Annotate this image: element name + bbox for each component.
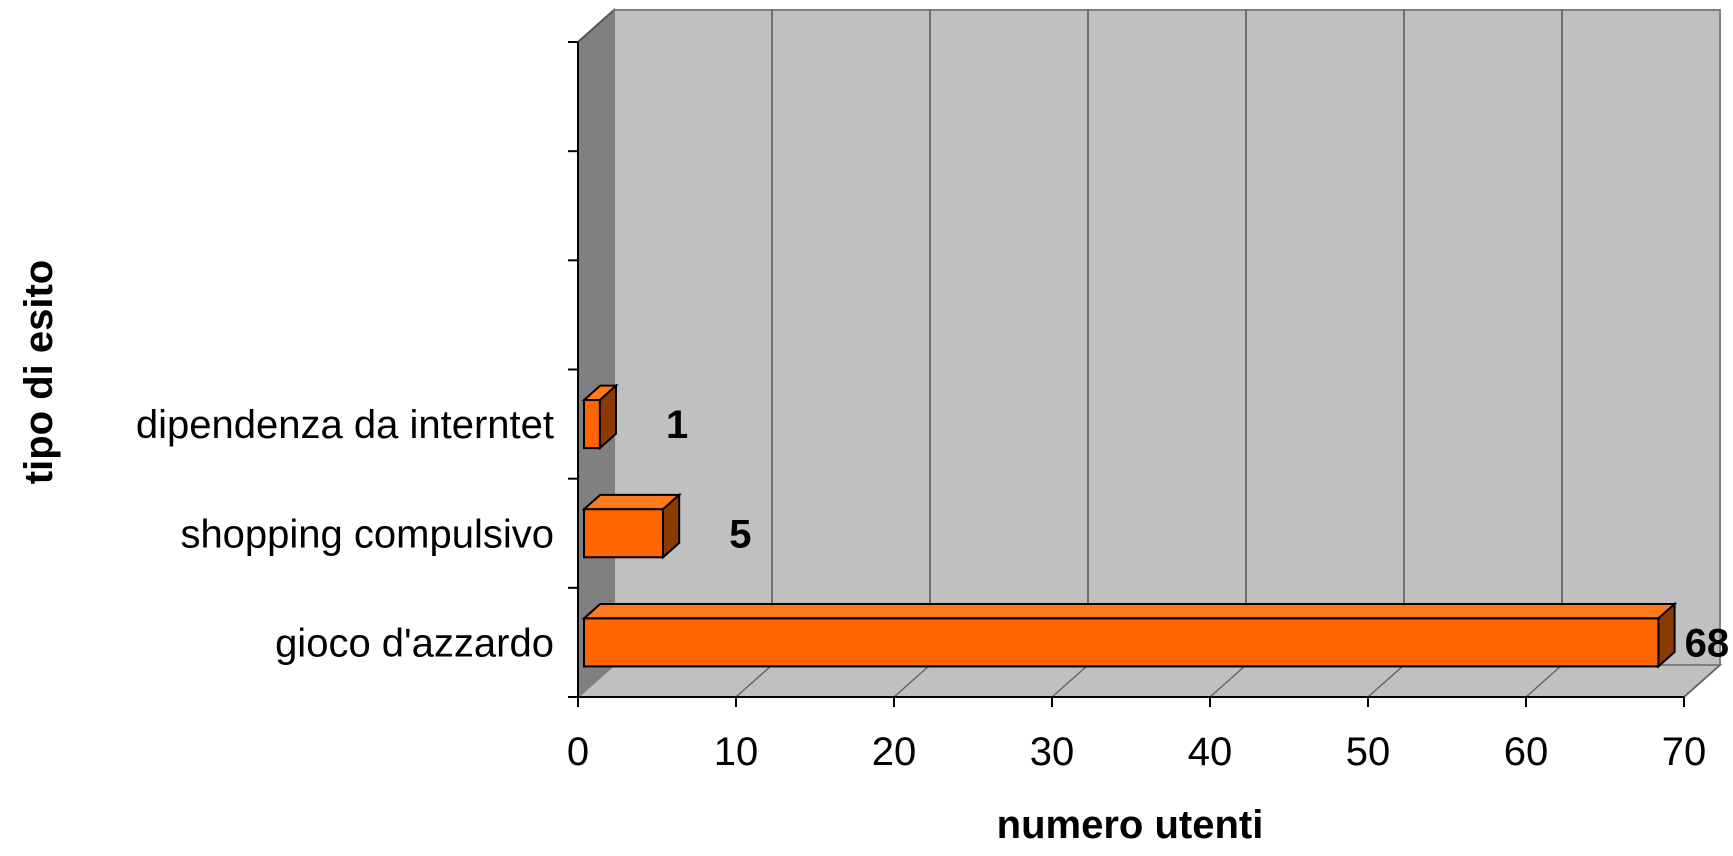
- data-label: 68: [1685, 621, 1730, 665]
- x-tick-label: 10: [714, 730, 759, 774]
- bar-top: [581, 603, 1678, 620]
- x-tick-label: 50: [1346, 730, 1391, 774]
- data-label: 1: [666, 403, 688, 447]
- gridline-floor: [1683, 664, 1721, 698]
- gridline-floor: [1525, 664, 1563, 698]
- gridline-floor: [1051, 664, 1089, 698]
- bar: [583, 508, 664, 559]
- x-tick-label: 70: [1662, 730, 1707, 774]
- y-axis-title: tipo di esito: [17, 260, 61, 484]
- chart-walls: [575, 7, 1723, 700]
- chart-bars: 68 5 1: [581, 383, 1730, 669]
- chart-gridlines: [735, 10, 1721, 698]
- floor: [575, 664, 1723, 698]
- side-wall: [577, 7, 615, 700]
- gridline-floor: [893, 664, 931, 698]
- gridline-floor: [1367, 664, 1405, 698]
- x-tick-label: 30: [1030, 730, 1075, 774]
- back-wall: [613, 9, 1721, 666]
- x-tick-label: 20: [872, 730, 917, 774]
- gridline-floor: [735, 664, 773, 698]
- bar: [583, 617, 1660, 668]
- x-tick-label: 60: [1504, 730, 1549, 774]
- bar-group: 1: [581, 383, 688, 451]
- x-axis-title: numero utenti: [997, 803, 1264, 847]
- bar-group: 5: [581, 492, 751, 560]
- bar-group: 68: [581, 601, 1730, 669]
- category-label: gioco d'azzardo: [275, 621, 554, 665]
- category-label: shopping compulsivo: [180, 512, 554, 556]
- x-tick-label: 40: [1188, 730, 1233, 774]
- x-tick-label: 0: [567, 730, 589, 774]
- data-label: 5: [729, 512, 751, 556]
- category-label: dipendenza da interntet: [136, 403, 554, 447]
- chart-axes: gioco d'azzardo shopping compulsivo dipend…: [136, 41, 1707, 774]
- bar: [583, 399, 601, 450]
- gridline-floor: [1209, 664, 1247, 698]
